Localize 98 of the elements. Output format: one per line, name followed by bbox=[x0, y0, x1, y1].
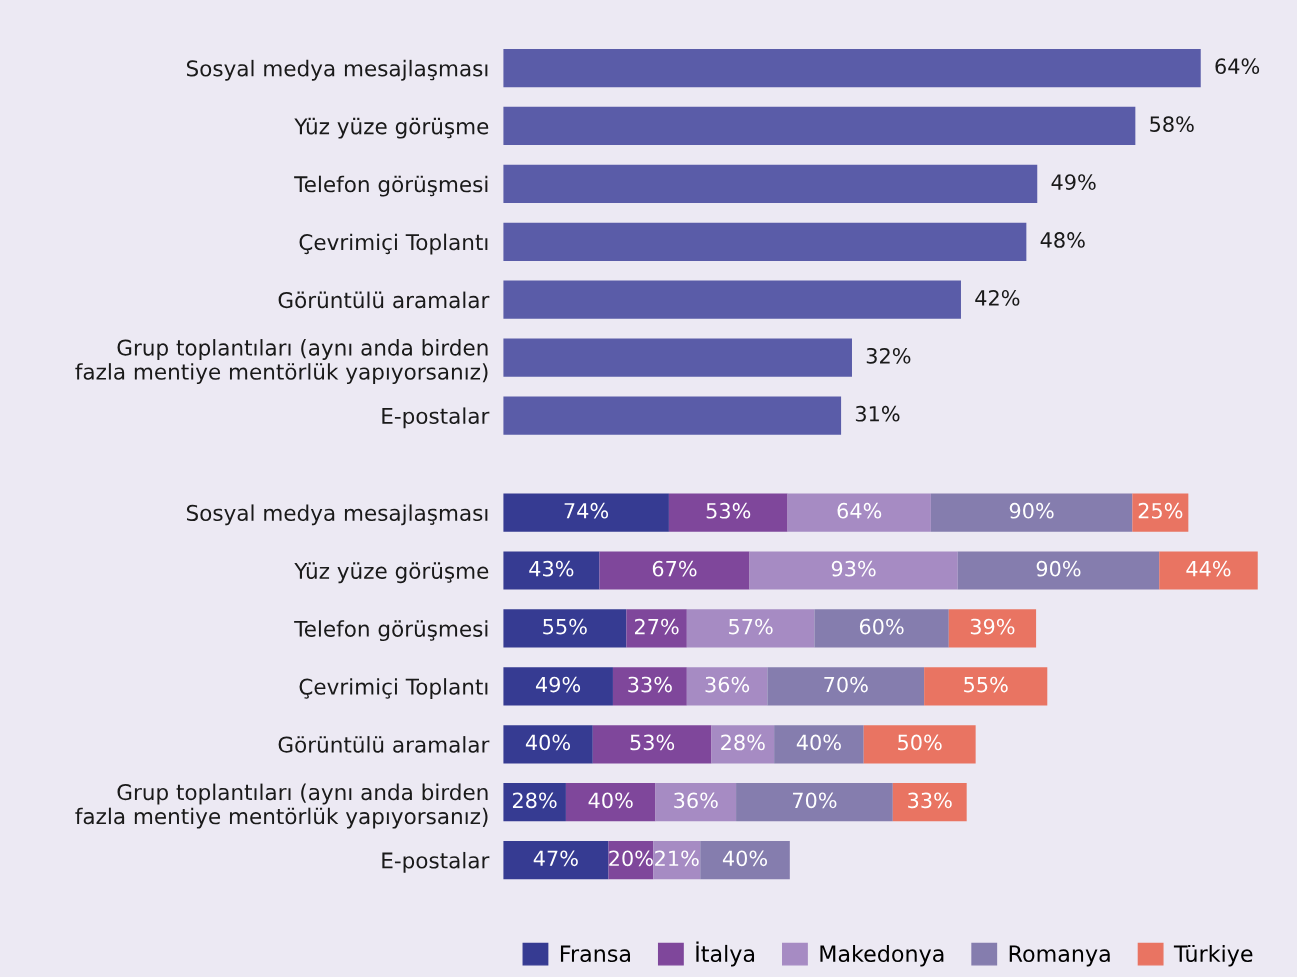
data-label: 33% bbox=[628, 676, 672, 693]
data-label: 74% bbox=[564, 502, 609, 519]
bar bbox=[767, 667, 925, 706]
data-label: 43% bbox=[529, 560, 574, 577]
data-label: 31% bbox=[855, 405, 900, 422]
bar bbox=[503, 338, 852, 377]
data-label: 32% bbox=[866, 347, 911, 364]
bar bbox=[503, 840, 609, 880]
data-label: 42% bbox=[975, 290, 1020, 306]
data-label: 53% bbox=[630, 734, 675, 751]
data-label: 93% bbox=[831, 560, 876, 577]
legend-label: Türkiye bbox=[1173, 944, 1253, 967]
data-label: 28% bbox=[512, 792, 557, 809]
data-label: 21% bbox=[655, 850, 699, 867]
bar bbox=[592, 725, 712, 764]
bar bbox=[668, 493, 788, 532]
data-label: 55% bbox=[964, 676, 1008, 693]
y-tick-label: Sosyal medya mesajlaşması bbox=[186, 504, 488, 526]
data-label: 49% bbox=[535, 676, 581, 693]
bar bbox=[503, 609, 627, 648]
bar bbox=[948, 609, 1037, 648]
data-label: 64% bbox=[1215, 58, 1260, 75]
data-label: 36% bbox=[674, 792, 718, 809]
data-label: 70% bbox=[824, 676, 868, 693]
bar bbox=[930, 493, 1133, 532]
bar bbox=[924, 667, 1048, 706]
bar bbox=[749, 551, 958, 590]
data-label: 57% bbox=[729, 618, 773, 635]
bar bbox=[503, 222, 1027, 261]
bar bbox=[774, 725, 864, 764]
data-label: 53% bbox=[706, 502, 751, 519]
bar bbox=[503, 280, 961, 319]
data-label: 70% bbox=[793, 792, 837, 809]
data-label: 90% bbox=[1009, 502, 1054, 519]
bar bbox=[700, 840, 790, 880]
data-label: 50% bbox=[898, 734, 942, 751]
y-tick-label: Telefon görüşmesi bbox=[294, 175, 488, 197]
data-label: 20% bbox=[609, 850, 653, 867]
bar bbox=[814, 609, 949, 648]
bar bbox=[565, 783, 656, 822]
bar bbox=[1132, 493, 1189, 532]
data-label: 36% bbox=[705, 676, 750, 693]
data-label: 47% bbox=[533, 850, 578, 867]
y-tick-label: Çevrimiçi Toplantı bbox=[299, 678, 488, 699]
bar bbox=[503, 667, 613, 706]
bar bbox=[711, 725, 775, 764]
data-label: 58% bbox=[1150, 116, 1194, 133]
bar bbox=[503, 493, 669, 532]
bar bbox=[686, 609, 815, 648]
data-label: 40% bbox=[588, 792, 633, 809]
data-label: 90% bbox=[1036, 560, 1081, 577]
bar bbox=[863, 725, 976, 764]
data-label: 40% bbox=[525, 734, 571, 751]
bar bbox=[1159, 551, 1258, 590]
data-label: 55% bbox=[543, 618, 587, 635]
bar bbox=[503, 48, 1201, 88]
bar bbox=[892, 783, 967, 822]
y-tick-label: Grup toplantıları (aynı anda birden fazla mentiye mentörlük yapıyorsanız) bbox=[75, 339, 488, 384]
y-tick-label: E-postalar bbox=[382, 407, 490, 429]
data-label: 44% bbox=[1186, 560, 1231, 577]
bar bbox=[503, 396, 842, 435]
data-label: 25% bbox=[1138, 502, 1183, 519]
legend-label: Romanya bbox=[1009, 945, 1110, 967]
data-label: 40% bbox=[796, 734, 841, 751]
bar bbox=[503, 164, 1038, 203]
bar bbox=[503, 725, 593, 764]
bar bbox=[736, 783, 893, 822]
bar bbox=[599, 551, 750, 590]
y-tick-label: Görüntülü aramalar bbox=[278, 736, 490, 753]
bar bbox=[503, 106, 1136, 146]
bar bbox=[957, 551, 1160, 590]
data-label: 39% bbox=[970, 618, 1015, 635]
bar bbox=[655, 783, 737, 822]
y-tick-label: Telefon görüşmesi bbox=[294, 620, 488, 642]
y-tick-label: Yüz yüze görüşme bbox=[294, 562, 489, 584]
data-label: 67% bbox=[652, 560, 697, 577]
y-tick-label: Çevrimiçi Toplantı bbox=[299, 233, 488, 255]
legend-label: Makedonya bbox=[820, 944, 944, 967]
data-label: 27% bbox=[634, 618, 679, 635]
bar bbox=[787, 493, 931, 532]
y-tick-label: Görüntülü aramalar bbox=[278, 291, 490, 309]
bar bbox=[686, 667, 768, 706]
bar bbox=[626, 609, 687, 648]
bar bbox=[612, 667, 687, 706]
y-tick-label: E-postalar bbox=[382, 851, 490, 873]
data-label: 48% bbox=[1040, 232, 1085, 248]
data-label: 40% bbox=[722, 850, 768, 867]
legend-label: Fransa bbox=[560, 945, 630, 963]
bar bbox=[503, 551, 600, 590]
y-tick-label: Grup toplantıları (aynı anda birden fazla mentiye mentörlük yapıyorsanız) bbox=[75, 783, 488, 829]
legend-label: İtalya bbox=[696, 941, 755, 967]
data-label: 64% bbox=[837, 502, 882, 519]
data-label: 60% bbox=[859, 618, 904, 635]
data-label: 33% bbox=[908, 792, 952, 809]
data-label: 49% bbox=[1051, 174, 1096, 190]
data-label: 28% bbox=[721, 734, 765, 751]
y-tick-label: Sosyal medya mesajlaşması bbox=[186, 59, 488, 81]
y-tick-label: Yüz yüze görüşme bbox=[294, 117, 489, 139]
